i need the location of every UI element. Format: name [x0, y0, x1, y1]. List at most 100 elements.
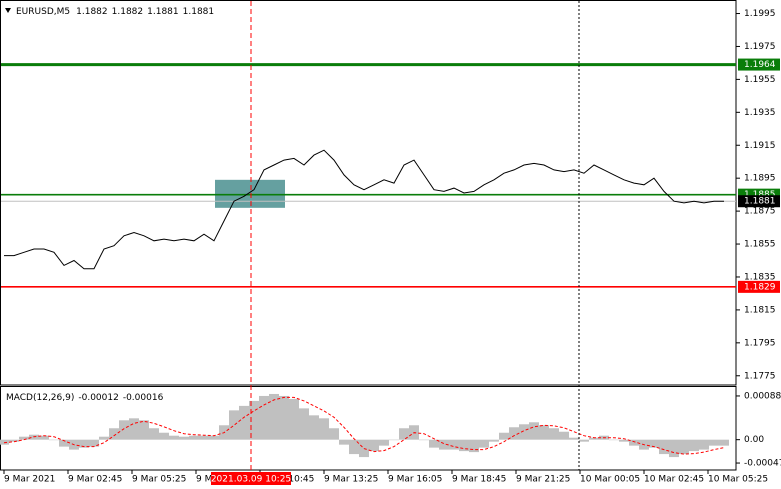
- macd-bar: [679, 439, 689, 455]
- macd-bar: [239, 405, 249, 440]
- macd-bar: [439, 439, 449, 450]
- x-tick-label: 10 Mar 05:25: [708, 475, 768, 485]
- y-tick-label: 1.1875: [744, 207, 776, 217]
- highlight-zone: [215, 179, 285, 208]
- macd-bar: [699, 439, 709, 450]
- macd-bar: [389, 439, 399, 441]
- header-value: 1.1882: [76, 7, 108, 17]
- macd-bar: [49, 439, 59, 441]
- macd-bar: [39, 435, 49, 440]
- y-tick-label: -0.00047: [744, 459, 781, 469]
- symbol: EURUSD,M5: [16, 7, 70, 17]
- macd-bar: [149, 428, 159, 440]
- x-tick-label: 9 Mar 18:45: [452, 475, 506, 485]
- time-label-bg: [211, 472, 291, 485]
- time-label: 2021.03.09 10:25: [211, 475, 291, 485]
- macd-bar: [189, 435, 199, 440]
- price-line: [4, 149, 724, 270]
- macd-bar: [559, 431, 569, 440]
- macd-bar: [649, 439, 659, 448]
- y-tick-label: 1.1835: [744, 272, 776, 282]
- level-label: 1.1964: [744, 60, 776, 70]
- macd-bar: [209, 435, 219, 440]
- macd-bar: [569, 437, 579, 440]
- macd-bar: [379, 439, 389, 446]
- macd-bar: [419, 439, 429, 441]
- macd-bar: [469, 439, 479, 453]
- macd-bar: [689, 439, 699, 452]
- indicator-name: MACD(12,26,9): [6, 393, 74, 403]
- macd-bar: [479, 439, 489, 448]
- macd-bar: [719, 439, 729, 446]
- macd-bar: [549, 428, 559, 440]
- y-tick-label: 1.1895: [744, 174, 776, 184]
- macd-bar: [109, 428, 119, 440]
- macd-bar: [459, 439, 469, 452]
- macd-bar: [139, 420, 149, 440]
- macd-bar: [349, 439, 359, 455]
- macd-bar: [709, 439, 719, 446]
- macd-bar: [169, 435, 179, 440]
- macd-bar: [289, 398, 299, 440]
- macd-bar: [269, 393, 279, 440]
- macd-bar: [659, 439, 669, 455]
- macd-bar: [399, 428, 409, 440]
- y-tick-label: 1.1915: [744, 141, 776, 151]
- macd-bar: [669, 439, 679, 458]
- macd-bar: [179, 436, 189, 440]
- macd-bar: [619, 439, 629, 442]
- macd-bar: [609, 439, 619, 441]
- x-tick-label: 9 Mar 05:25: [132, 475, 186, 485]
- macd-bar: [519, 424, 529, 440]
- macd-bar: [119, 420, 129, 440]
- macd-bar: [319, 418, 329, 440]
- macd-bar: [509, 427, 519, 440]
- macd-bar: [159, 432, 169, 440]
- header-value: -0.00016: [123, 393, 164, 403]
- macd-bar: [589, 437, 599, 440]
- macd-bar: [199, 435, 209, 440]
- macd-bar: [579, 439, 589, 442]
- macd-bar: [499, 432, 509, 440]
- header-value: -0.00012: [78, 393, 118, 403]
- macd-bar: [529, 422, 539, 440]
- header-value: 1.1881: [147, 7, 179, 17]
- macd-bar: [489, 439, 499, 442]
- y-tick-label: 1.1815: [744, 305, 776, 315]
- price-frame: [0, 0, 737, 386]
- y-tick-label: 1.1995: [744, 9, 776, 19]
- y-tick-label: 1.1775: [744, 371, 776, 381]
- level-label-bg: [738, 280, 780, 293]
- macd-bar: [429, 439, 439, 448]
- macd-bar: [229, 410, 239, 440]
- macd-bar: [249, 400, 259, 440]
- x-tick-label: 9 Mar 13:25: [324, 475, 378, 485]
- x-tick-label: 9 Mar 02:45: [68, 475, 122, 485]
- macd-bar: [299, 408, 309, 440]
- level-label: 1.1885: [744, 190, 776, 200]
- macd-bar: [539, 425, 549, 440]
- macd-bar: [449, 439, 459, 450]
- macd-header: MACD(12,26,9) -0.00012 -0.00016: [6, 393, 164, 403]
- x-tick-label: 9 Mar 21:25: [516, 475, 570, 485]
- macd-bar: [339, 439, 349, 445]
- y-tick-label: 1.1975: [744, 42, 776, 52]
- price-header: EURUSD,M5 1.1882 1.1882 1.1881 1.1881: [16, 7, 214, 17]
- macd-bar: [59, 439, 69, 447]
- x-tick-label: 10 Mar 02:45: [644, 475, 704, 485]
- macd-bar: [99, 436, 109, 440]
- y-tick-label: 0.00088: [744, 391, 781, 401]
- macd-bar: [369, 439, 379, 452]
- y-tick-label: 0.00: [744, 435, 764, 445]
- macd-bar: [89, 439, 99, 447]
- x-tick-label: 9 Mar 16:05: [388, 475, 442, 485]
- header-arrow: [5, 8, 11, 13]
- level-label-bg: [738, 195, 780, 208]
- y-tick-label: 1.1855: [744, 240, 776, 250]
- macd-bar: [279, 395, 289, 440]
- y-tick-label: 1.1955: [744, 75, 776, 85]
